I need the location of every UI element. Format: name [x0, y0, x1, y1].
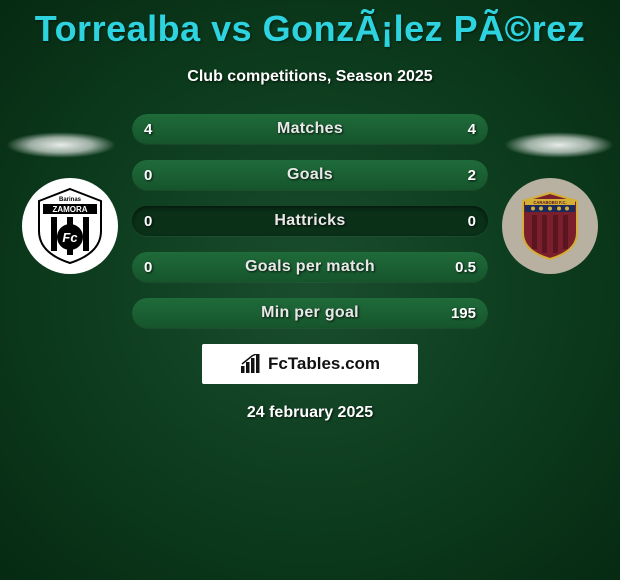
subtitle: Club competitions, Season 2025 — [0, 68, 620, 86]
stat-row: 0 Goals per match 0.5 — [132, 252, 488, 282]
stat-value-right: 2 — [468, 167, 476, 184]
stat-value-left: 0 — [144, 167, 152, 184]
brand-box[interactable]: FcTables.com — [202, 344, 418, 384]
zamora-crest-icon: Barinas ZAMORA Fc — [35, 187, 105, 265]
stat-value-left: 4 — [144, 121, 152, 138]
bar-chart-icon — [240, 354, 262, 374]
stat-label: Goals — [287, 166, 333, 184]
team-badge-left: Barinas ZAMORA Fc — [22, 178, 118, 274]
stat-label: Hattricks — [274, 212, 345, 230]
stat-row: Min per goal 195 — [132, 298, 488, 328]
page-title: Torrealba vs GonzÃ¡lez PÃ©rez — [0, 0, 620, 50]
crest-text-top: Barinas — [59, 197, 82, 203]
stat-value-left: 0 — [144, 259, 152, 276]
stat-label: Min per goal — [261, 304, 359, 322]
stat-label: Matches — [277, 120, 343, 138]
team-badge-right: CARABOBO F.C. — [502, 178, 598, 274]
crest-right-text: CARABOBO F.C. — [533, 200, 566, 205]
crest-fc: Fc — [62, 230, 78, 245]
stat-value-right: 0 — [468, 213, 476, 230]
stat-value-left: 0 — [144, 213, 152, 230]
player-shadow-left — [6, 132, 116, 158]
stat-row: 4 Matches 4 — [132, 114, 488, 144]
stat-bars: 4 Matches 4 0 Goals 2 0 Hattricks 0 0 Goals per ma… — [132, 114, 488, 328]
stat-value-right: 195 — [451, 305, 476, 322]
comparison-panel: Barinas ZAMORA Fc CARABOBO F.C. 4 Matches… — [0, 114, 620, 422]
player-shadow-right — [504, 132, 614, 158]
stat-row: 0 Goals 2 — [132, 160, 488, 190]
brand-text: FcTables.com — [268, 354, 380, 374]
stat-label: Goals per match — [245, 258, 375, 276]
stat-value-right: 4 — [468, 121, 476, 138]
stat-row: 0 Hattricks 0 — [132, 206, 488, 236]
date-label: 24 february 2025 — [0, 404, 620, 422]
stat-value-right: 0.5 — [455, 259, 476, 276]
carabobo-crest-icon: CARABOBO F.C. — [519, 191, 581, 261]
crest-text-mid: ZAMORA — [52, 205, 87, 214]
